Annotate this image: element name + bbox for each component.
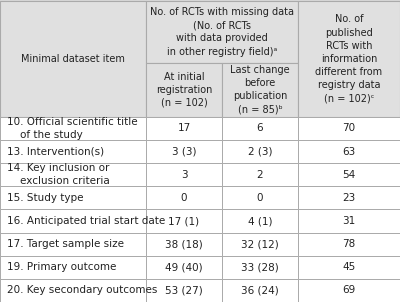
Bar: [0, 279, 146, 302]
Text: 33 (28): 33 (28): [241, 262, 279, 272]
Bar: [298, 256, 400, 279]
Text: 63: 63: [342, 146, 356, 156]
Text: 6: 6: [257, 124, 263, 133]
Bar: [222, 233, 298, 256]
Text: 38 (18): 38 (18): [165, 239, 203, 249]
Bar: [0, 117, 146, 140]
Text: 19. Primary outcome: 19. Primary outcome: [7, 262, 116, 272]
Text: At initial
registration
(n = 102): At initial registration (n = 102): [156, 72, 212, 108]
Bar: [298, 186, 400, 209]
Text: 2: 2: [257, 170, 263, 180]
Text: 23: 23: [342, 193, 356, 203]
Bar: [0, 209, 146, 233]
Bar: [0, 163, 146, 186]
Bar: [222, 209, 298, 233]
Text: 4 (1): 4 (1): [248, 216, 272, 226]
Text: 17 (1): 17 (1): [168, 216, 200, 226]
Text: Last change
before
publication
(n = 85)ᵇ: Last change before publication (n = 85)ᵇ: [230, 65, 290, 114]
Bar: [146, 63, 222, 117]
Text: 10. Official scientific title
    of the study: 10. Official scientific title of the stu…: [7, 117, 138, 140]
Text: 3: 3: [181, 170, 187, 180]
Bar: [146, 279, 222, 302]
Bar: [222, 140, 298, 163]
Text: 17. Target sample size: 17. Target sample size: [7, 239, 124, 249]
Text: 49 (40): 49 (40): [165, 262, 203, 272]
Bar: [146, 209, 222, 233]
Bar: [146, 233, 222, 256]
Bar: [146, 186, 222, 209]
Text: 45: 45: [342, 262, 356, 272]
Text: 0: 0: [257, 193, 263, 203]
Text: No. of RCTs with missing data
(No. of RCTs
with data provided
in other registry : No. of RCTs with missing data (No. of RC…: [150, 7, 294, 56]
Text: 14. Key inclusion or
    exclusion criteria: 14. Key inclusion or exclusion criteria: [7, 163, 110, 186]
Bar: [298, 117, 400, 140]
Bar: [222, 117, 298, 140]
Text: Minimal dataset item: Minimal dataset item: [21, 54, 125, 64]
Text: 17: 17: [177, 124, 191, 133]
Text: 78: 78: [342, 239, 356, 249]
Bar: [298, 279, 400, 302]
Text: 31: 31: [342, 216, 356, 226]
Bar: [0, 256, 146, 279]
Bar: [0, 1, 146, 117]
Bar: [0, 186, 146, 209]
Bar: [0, 140, 146, 163]
Text: 3 (3): 3 (3): [172, 146, 196, 156]
Bar: [146, 117, 222, 140]
Bar: [146, 140, 222, 163]
Bar: [222, 256, 298, 279]
Bar: [298, 163, 400, 186]
Bar: [146, 256, 222, 279]
Bar: [298, 233, 400, 256]
Text: 16. Anticipated trial start date: 16. Anticipated trial start date: [7, 216, 166, 226]
Bar: [222, 279, 298, 302]
Text: 54: 54: [342, 170, 356, 180]
Text: 32 (12): 32 (12): [241, 239, 279, 249]
Bar: [146, 163, 222, 186]
Bar: [298, 209, 400, 233]
Text: 70: 70: [342, 124, 356, 133]
Bar: [146, 1, 298, 63]
Text: 20. Key secondary outcomes: 20. Key secondary outcomes: [7, 285, 158, 295]
Bar: [0, 233, 146, 256]
Text: 36 (24): 36 (24): [241, 285, 279, 295]
Text: 13. Intervention(s): 13. Intervention(s): [7, 146, 104, 156]
Bar: [222, 186, 298, 209]
Text: 53 (27): 53 (27): [165, 285, 203, 295]
Bar: [298, 1, 400, 117]
Bar: [298, 140, 400, 163]
Text: 15. Study type: 15. Study type: [7, 193, 84, 203]
Bar: [222, 63, 298, 117]
Text: 0: 0: [181, 193, 187, 203]
Text: 69: 69: [342, 285, 356, 295]
Text: 2 (3): 2 (3): [248, 146, 272, 156]
Bar: [222, 163, 298, 186]
Text: No. of
published
RCTs with
information
different from
registry data
(n = 102)ᶜ: No. of published RCTs with information d…: [316, 14, 382, 104]
